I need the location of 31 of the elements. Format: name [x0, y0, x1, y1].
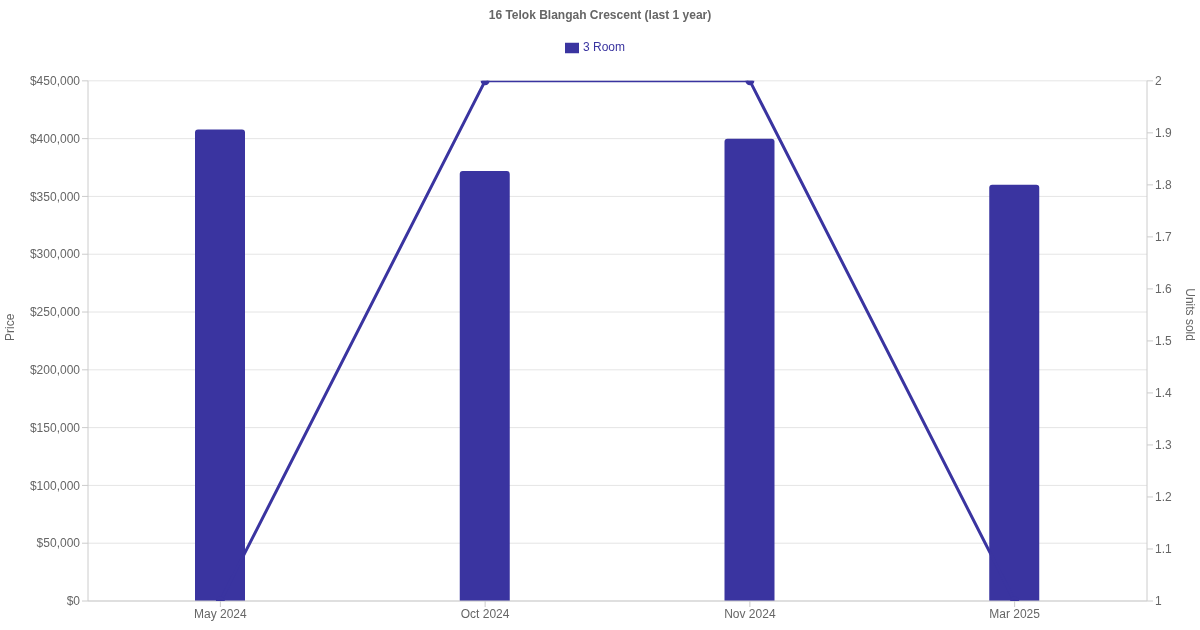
y2-tick-label: 1.8 [1155, 178, 1173, 193]
y2-tick-label: 1.4 [1155, 386, 1173, 401]
y2-tick-label: 1 [1155, 594, 1162, 609]
x-tick-label: Nov 2024 [724, 606, 776, 621]
y-tick-label: $250,000 [29, 305, 81, 320]
x-tick-label: May 2024 [194, 606, 248, 621]
y2-tick-label: 1.2 [1155, 490, 1173, 505]
x-tick-label: Oct 2024 [460, 606, 510, 621]
y2-axis-title: Units sold [1182, 288, 1197, 341]
y2-tick-label: 1.9 [1155, 126, 1173, 141]
y-tick-label: $400,000 [29, 131, 81, 146]
chart-title: 16 Telok Blangah Crescent (last 1 year) [487, 8, 713, 22]
y2-tick-label: 2 [1155, 74, 1162, 89]
x-tick-label: Mar 2025 [989, 606, 1041, 621]
y-tick-label: $0 [66, 594, 81, 609]
y2-tick-label: 1.6 [1155, 282, 1173, 297]
y2-tick-label: 1.5 [1155, 334, 1173, 349]
y2-tick-label: 1.1 [1155, 542, 1173, 557]
y2-tick-label: 1.7 [1155, 230, 1173, 245]
y-axis-title: Price [3, 313, 18, 341]
y-tick-label: $100,000 [29, 478, 81, 493]
y-tick-label: $300,000 [29, 247, 81, 262]
y-tick-label: $150,000 [29, 420, 81, 435]
y2-tick-label: 1.3 [1155, 438, 1173, 453]
y-tick-label: $50,000 [36, 536, 81, 551]
y-tick-label: $450,000 [29, 74, 81, 89]
y-tick-label: $200,000 [29, 363, 81, 378]
y-tick-label: $350,000 [29, 189, 81, 204]
legend-label: 3 Room [582, 40, 626, 54]
bar [459, 170, 510, 601]
bar [724, 138, 775, 601]
